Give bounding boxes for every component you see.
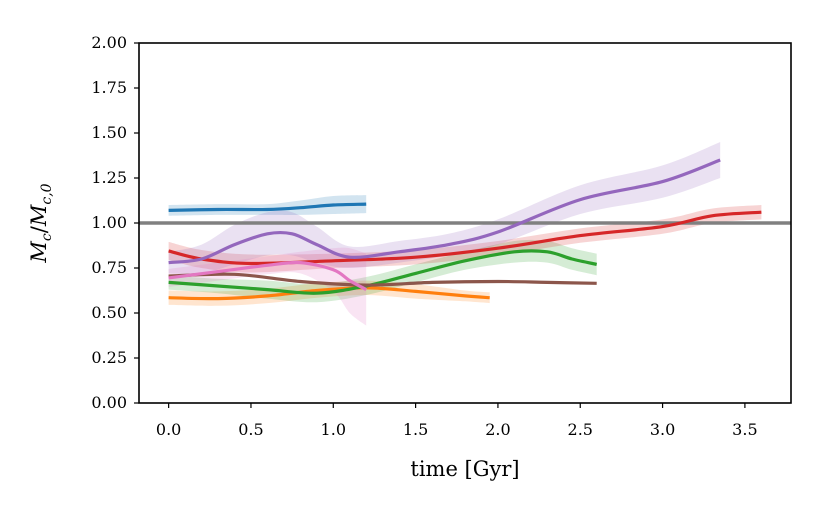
series-line-green [168,249,598,295]
x-tick-label: 1.0 [321,420,346,439]
x-tick-label: 3.5 [732,420,757,439]
y-tick-label: 0.00 [91,393,127,412]
series-line-blue [168,202,367,212]
x-ticks: 0.0 0.5 1.0 1.5 2.0 2.5 3.0 3.5 [156,403,758,439]
y-tick-label: 0.50 [91,303,127,322]
y-tick-label: 1.00 [91,213,127,232]
y-label-numerator: M [27,241,51,264]
band-pink [168,247,367,326]
x-tick-label: 2.0 [485,420,510,439]
y-tick-label: 1.50 [91,123,127,142]
y-label-numerator-sub: c [39,233,55,241]
y-axis-label: Mc/Mc,0 [27,183,55,263]
y-tick-label: 1.25 [91,168,127,187]
y-tick-label: 2.00 [91,33,127,52]
series-lines [168,158,762,301]
series-line-red [168,210,762,266]
x-tick-label: 0.0 [156,420,181,439]
y-tick-label: 0.25 [91,348,127,367]
y-ticks: 0.00 0.25 0.50 0.75 1.00 1.25 1.50 1.75 2.00 [91,33,139,412]
y-tick-label: 1.75 [91,78,127,97]
y-tick-label: 0.75 [91,258,127,277]
series-line-brown [168,272,597,287]
y-label-denominator-sub: c,0 [39,183,55,204]
series-line-orange [168,286,490,301]
x-tick-label: 0.5 [238,420,263,439]
svg-text:Mc/Mc,0: Mc/Mc,0 [27,183,55,263]
y-label-denominator: M [27,204,51,227]
x-tick-label: 3.0 [650,420,675,439]
x-tick-label: 1.5 [403,420,428,439]
x-axis-label: time [Gyr] [410,457,519,481]
series-line-pink [168,260,367,292]
y-label-slash: / [27,225,51,233]
x-tick-label: 2.5 [568,420,593,439]
series-line-purple [168,158,721,265]
band-red [168,205,762,273]
